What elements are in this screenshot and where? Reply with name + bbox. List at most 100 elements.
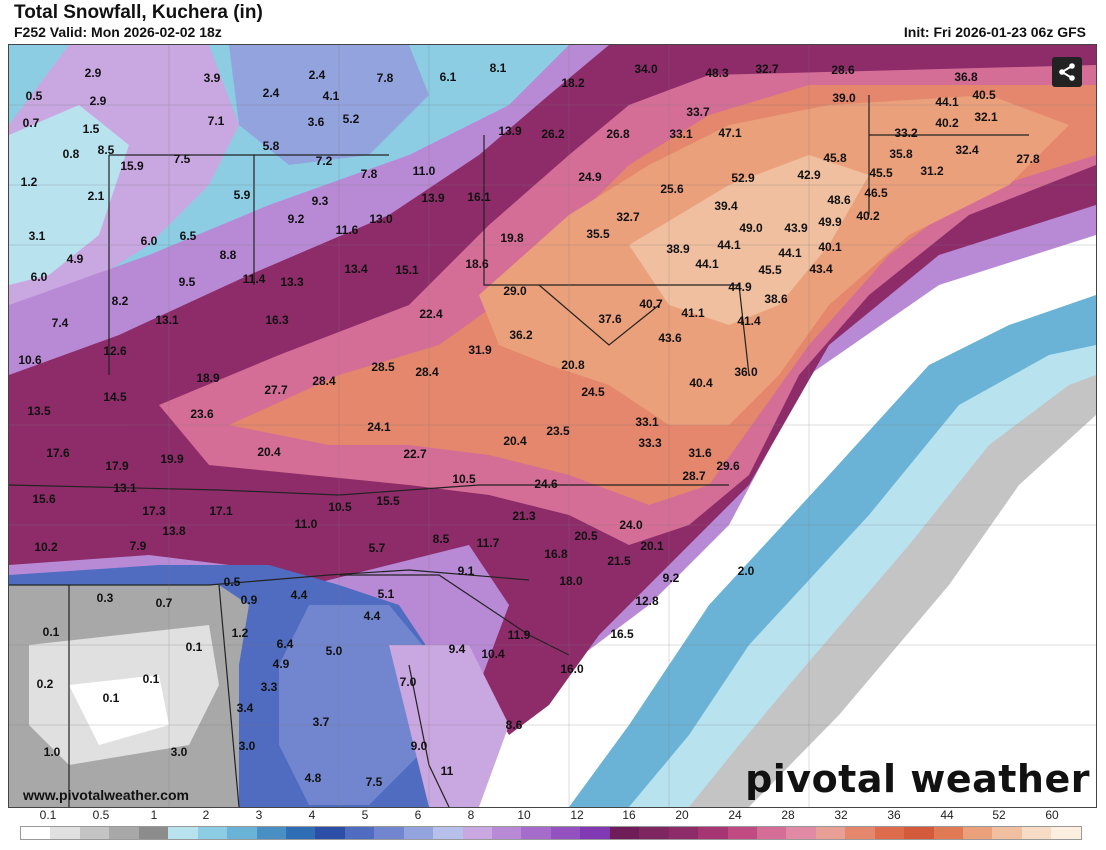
snowfall-value-label: 4.9 bbox=[66, 252, 84, 266]
snowfall-value-label: 26.8 bbox=[606, 127, 630, 141]
snowfall-value-label: 15.9 bbox=[120, 159, 144, 173]
snowfall-value-label: 7.8 bbox=[360, 167, 378, 181]
snowfall-value-label: 8.5 bbox=[97, 143, 115, 157]
snowfall-value-label: 16.8 bbox=[544, 547, 568, 561]
snowfall-value-label: 4.1 bbox=[322, 89, 340, 103]
snowfall-value-label: 40.2 bbox=[856, 209, 880, 223]
share-button[interactable] bbox=[1052, 57, 1082, 87]
snowfall-value-label: 27.7 bbox=[264, 383, 288, 397]
legend-tick-label: 6 bbox=[414, 808, 422, 822]
snowfall-value-label: 24.0 bbox=[619, 518, 643, 532]
legend-tick-label: 44 bbox=[940, 808, 954, 822]
header: Total Snowfall, Kuchera (in) F252 Valid:… bbox=[0, 0, 1106, 44]
snowfall-value-label: 0.1 bbox=[142, 672, 160, 686]
snowfall-value-label: 31.6 bbox=[688, 446, 712, 460]
snowfall-value-label: 16.5 bbox=[610, 627, 634, 641]
snowfall-value-label: 38.6 bbox=[764, 292, 788, 306]
snowfall-value-label: 41.4 bbox=[737, 314, 761, 328]
legend-tick-label: 10 bbox=[517, 808, 531, 822]
snowfall-value-label: 16.1 bbox=[467, 190, 491, 204]
snowfall-value-label: 33.2 bbox=[894, 126, 918, 140]
snowfall-value-label: 46.5 bbox=[864, 186, 888, 200]
snowfall-value-label: 11.6 bbox=[335, 223, 359, 237]
legend-tick-label: 52 bbox=[992, 808, 1006, 822]
legend-swatch bbox=[197, 827, 228, 839]
legend-swatch bbox=[609, 827, 640, 839]
snowfall-value-label: 20.4 bbox=[257, 445, 281, 459]
snowfall-value-label: 0.1 bbox=[185, 640, 203, 654]
legend-tick-label: 4 bbox=[308, 808, 316, 822]
snowfall-value-label: 6.0 bbox=[30, 270, 48, 284]
snowfall-value-label: 47.1 bbox=[718, 126, 742, 140]
snowfall-value-label: 1.2 bbox=[231, 626, 249, 640]
snowfall-value-label: 29.6 bbox=[716, 459, 740, 473]
legend-swatch bbox=[433, 827, 463, 839]
snowfall-value-label: 28.6 bbox=[831, 63, 855, 77]
snowfall-value-label: 32.1 bbox=[974, 110, 998, 124]
snowfall-value-label: 35.5 bbox=[586, 227, 610, 241]
snowfall-value-label: 0.7 bbox=[22, 116, 40, 130]
snowfall-value-label: 28.4 bbox=[312, 374, 336, 388]
legend-tick-label: 0.5 bbox=[92, 808, 110, 822]
legend-swatch bbox=[933, 827, 963, 839]
snowfall-value-label: 11.0 bbox=[412, 164, 436, 178]
snowfall-value-label: 49.9 bbox=[818, 215, 842, 229]
snowfall-value-label: 5.1 bbox=[377, 587, 395, 601]
legend-tick-label: 16 bbox=[622, 808, 636, 822]
legend-tick-label: 5 bbox=[361, 808, 369, 822]
snowfall-value-label: 7.5 bbox=[173, 152, 191, 166]
snowfall-map[interactable]: 2.9 3.9 2.4 7.8 6.1 8.1 34.0 48.3 32.7 28.6 36.8 0.… bbox=[8, 44, 1097, 808]
legend-swatch bbox=[639, 827, 669, 839]
snowfall-value-label: 3.9 bbox=[203, 71, 221, 85]
snowfall-value-label: 20.4 bbox=[503, 434, 527, 448]
snowfall-value-label: 2.4 bbox=[262, 86, 280, 100]
snowfall-value-label: 0.9 bbox=[240, 593, 258, 607]
snowfall-value-label: 10.5 bbox=[452, 472, 476, 486]
snowfall-value-label: 13.1 bbox=[155, 313, 179, 327]
snowfall-value-label: 1.2 bbox=[20, 175, 38, 189]
snowfall-value-label: 15.6 bbox=[32, 492, 56, 506]
snowfall-value-label: 17.9 bbox=[105, 459, 129, 473]
snowfall-value-label: 7.4 bbox=[51, 316, 69, 330]
snowfall-value-label: 31.9 bbox=[468, 343, 492, 357]
snowfall-value-label: 24.5 bbox=[581, 385, 605, 399]
snowfall-value-label: 19.8 bbox=[500, 231, 524, 245]
snowfall-value-label: 5.2 bbox=[342, 112, 360, 126]
map-canvas bbox=[9, 45, 1096, 807]
pivotal-weather-logo: pivotal weather bbox=[745, 757, 1090, 801]
snowfall-value-label: 10.2 bbox=[34, 540, 58, 554]
legend-tick-label: 2 bbox=[202, 808, 210, 822]
snowfall-value-label: 15.1 bbox=[395, 263, 419, 277]
snowfall-value-label: 45.5 bbox=[869, 166, 893, 180]
snowfall-value-label: 7.2 bbox=[315, 154, 333, 168]
legend-tick-label: 3 bbox=[255, 808, 263, 822]
legend-tick-label: 24 bbox=[728, 808, 742, 822]
snowfall-value-label: 40.5 bbox=[972, 88, 996, 102]
snowfall-value-label: 12.8 bbox=[635, 594, 659, 608]
snowfall-value-label: 10.5 bbox=[328, 500, 352, 514]
legend-tick-label: 0.1 bbox=[39, 808, 57, 822]
legend-swatch bbox=[668, 827, 699, 839]
snowfall-value-label: 21.3 bbox=[512, 509, 536, 523]
snowfall-value-label: 0.2 bbox=[36, 677, 54, 691]
snowfall-value-label: 6.5 bbox=[179, 229, 197, 243]
snowfall-value-label: 17.6 bbox=[46, 446, 70, 460]
site-credit[interactable]: www.pivotalweather.com bbox=[23, 787, 189, 803]
snowfall-value-label: 36.0 bbox=[734, 365, 758, 379]
legend-swatch bbox=[227, 827, 257, 839]
snowfall-value-label: 13.0 bbox=[369, 212, 393, 226]
snowfall-value-label: 49.0 bbox=[739, 221, 763, 235]
snowfall-value-label: 13.4 bbox=[344, 262, 368, 276]
snowfall-value-label: 0.7 bbox=[155, 596, 173, 610]
legend-tick-label: 36 bbox=[887, 808, 901, 822]
snowfall-value-label: 6.4 bbox=[276, 637, 294, 651]
snowfall-value-label: 33.7 bbox=[686, 105, 710, 119]
legend-swatch bbox=[168, 827, 198, 839]
snowfall-value-label: 4.4 bbox=[363, 609, 381, 623]
snowfall-value-label: 9.2 bbox=[287, 212, 305, 226]
legend-swatch bbox=[521, 827, 551, 839]
snowfall-value-label: 52.9 bbox=[731, 171, 755, 185]
snowfall-value-label: 32.7 bbox=[755, 62, 779, 76]
snowfall-value-label: 45.5 bbox=[758, 263, 782, 277]
snowfall-value-label: 14.5 bbox=[103, 390, 127, 404]
